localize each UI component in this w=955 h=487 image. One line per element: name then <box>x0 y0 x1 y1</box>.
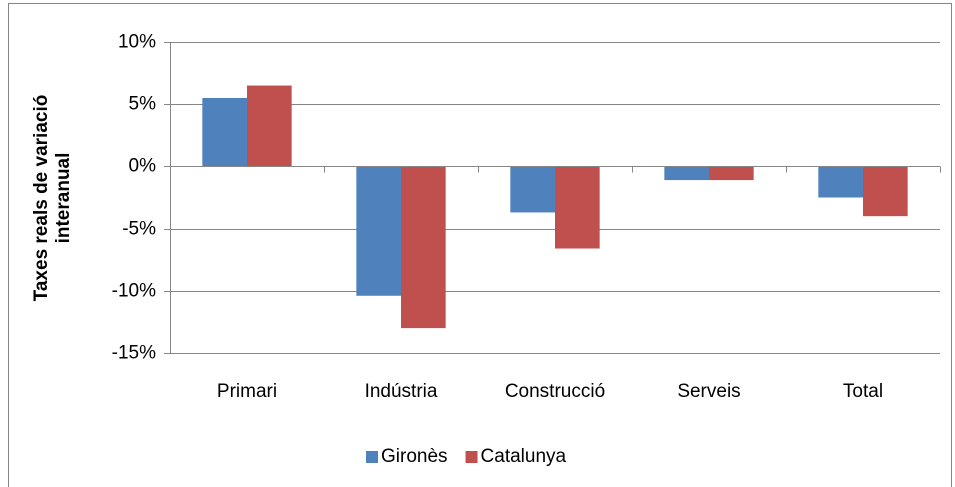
bar <box>247 85 292 167</box>
y-axis-label: Taxes reals de variació <box>31 95 52 302</box>
legend-swatch <box>366 451 378 463</box>
y-tick-label: -5% <box>122 219 156 240</box>
chart-border <box>8 3 952 487</box>
x-tick-label: Construcció <box>505 381 605 402</box>
legend-swatch <box>465 451 478 463</box>
y-tick-label: 10% <box>118 32 156 53</box>
x-tick-label: Primari <box>217 381 277 402</box>
y-tick-label: 0% <box>129 156 157 177</box>
bar <box>664 166 709 181</box>
y-axis-label: interanual <box>53 153 74 244</box>
x-tick-label: Serveis <box>677 381 740 402</box>
bar <box>709 166 754 181</box>
bar <box>401 166 446 329</box>
bar <box>863 166 908 217</box>
bar <box>202 97 247 167</box>
x-tick-label: Total <box>843 381 883 402</box>
bar <box>555 166 600 249</box>
bar <box>356 166 401 296</box>
bar <box>510 166 555 213</box>
bar <box>818 166 863 198</box>
x-tick-label: Indústria <box>365 381 438 402</box>
y-tick-label: -10% <box>112 281 156 302</box>
y-tick-label: -15% <box>112 343 156 364</box>
legend-label: Catalunya <box>481 446 567 467</box>
y-tick-label: 5% <box>129 94 157 115</box>
legend-label: Gironès <box>381 446 448 467</box>
